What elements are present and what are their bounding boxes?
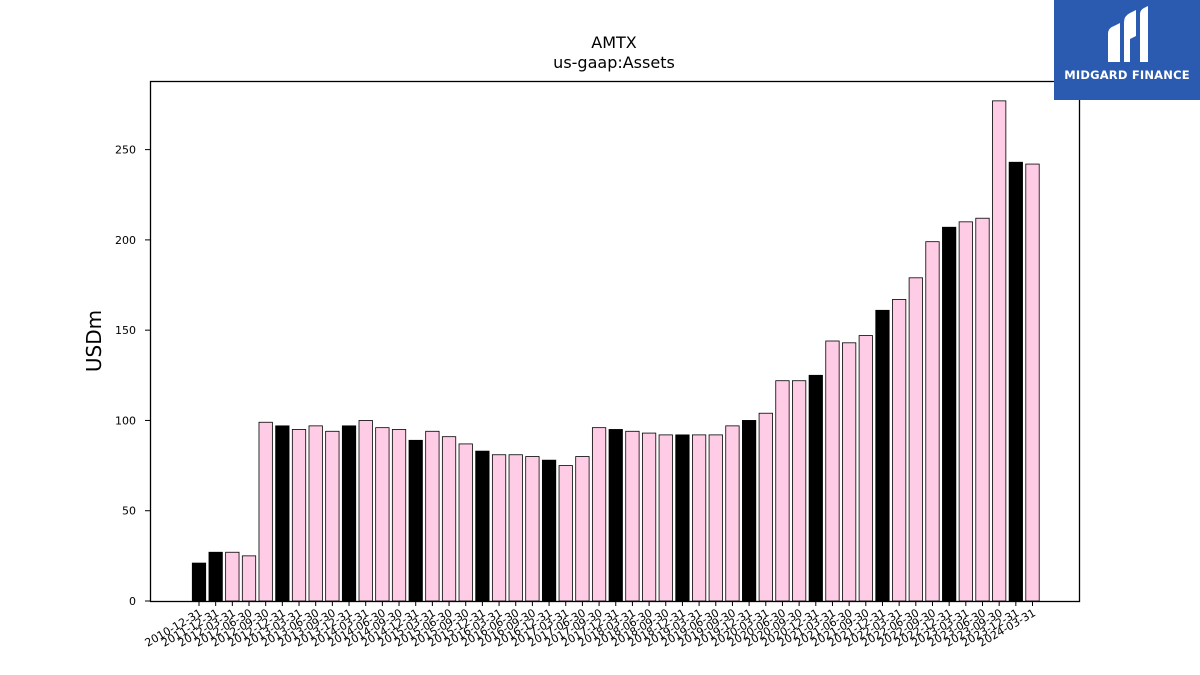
y-tick-label: 200 (115, 234, 136, 247)
bar-2019-03-31 (692, 434, 707, 602)
bar-2022-12-31 (942, 226, 957, 602)
y-tick-label: 50 (122, 505, 136, 518)
y-tick-label: 0 (129, 595, 136, 608)
bar-2016-06-30 (508, 454, 523, 602)
logo-text: MIDGARD FINANCE (1064, 68, 1190, 82)
bar-2013-12-31 (341, 425, 357, 602)
bar-2018-06-30 (641, 432, 657, 602)
bar-2014-12-31 (408, 439, 423, 602)
bar-2015-06-30 (441, 436, 457, 602)
bar-2010-12-31 (191, 562, 207, 602)
bar-2022-03-31 (892, 299, 907, 602)
bar-2019-12-31 (742, 420, 757, 602)
bar-2024-03-31 (1025, 163, 1040, 602)
y-ticks-group: 0 50 100 150 200 250 (115, 144, 150, 608)
bar-2012-06-30 (241, 555, 257, 602)
bar-2017-12-31 (608, 429, 623, 602)
bar-2019-06-30 (708, 434, 723, 602)
chart-subtitle: us-gaap:Assets (553, 53, 675, 72)
bar-2013-06-30 (308, 425, 323, 602)
bar-2014-09-30 (391, 429, 407, 602)
y-tick-label: 100 (115, 414, 136, 427)
bar-2015-12-31 (475, 450, 490, 602)
bar-2012-09-30 (258, 421, 273, 602)
bar-2015-09-30 (458, 443, 473, 602)
bar-2020-06-30 (775, 380, 790, 602)
y-tick-label: 250 (115, 144, 136, 157)
plot-frame (149, 80, 1081, 603)
bar-2021-09-30 (858, 335, 873, 602)
bar-2013-03-31 (291, 429, 307, 602)
bar-2012-12-31 (275, 425, 290, 602)
y-tick-label: 150 (115, 324, 136, 337)
bar-2013-09-30 (325, 430, 340, 602)
midgard-logo: MIDGARD FINANCE (1054, 0, 1200, 100)
bar-2021-03-31 (825, 340, 840, 602)
bar-2018-09-30 (658, 434, 673, 602)
bar-2016-12-31 (541, 459, 557, 602)
bar-2023-06-30 (975, 217, 990, 602)
bar-2018-03-31 (625, 430, 640, 602)
bar-2014-06-30 (375, 427, 390, 602)
bar-2015-03-31 (425, 430, 440, 602)
bar-2016-09-30 (525, 456, 540, 602)
bar-2016-03-31 (491, 454, 507, 602)
bar-2014-03-31 (358, 420, 373, 602)
bar-2012-03-31 (225, 551, 240, 602)
bar-2022-09-30 (925, 241, 940, 602)
bar-2019-09-30 (725, 425, 740, 602)
bar-2021-12-31 (875, 309, 890, 602)
y-axis-label: USDm (82, 310, 106, 372)
bar-2011-12-31 (208, 551, 223, 602)
bar-2017-06-30 (575, 456, 590, 602)
bar-2018-12-31 (675, 434, 690, 602)
bar-2021-06-30 (842, 342, 857, 602)
bar-2023-03-31 (958, 221, 973, 602)
bar-2020-09-30 (792, 380, 807, 602)
bars-group (191, 100, 1040, 602)
bar-2020-03-31 (758, 412, 773, 602)
bar-2020-12-31 (808, 374, 823, 602)
midgard-logo-icon (1108, 6, 1148, 62)
bar-2023-12-31 (1008, 161, 1023, 602)
bar-2022-06-30 (908, 277, 923, 602)
bar-2017-09-30 (591, 427, 607, 602)
bar-2023-09-30 (992, 100, 1007, 602)
chart-title: AMTX (591, 33, 637, 52)
bar-2017-03-31 (558, 465, 573, 602)
x-ticks-group: 2010-12-312011-12-312012-03-312012-06-30… (143, 601, 1038, 650)
